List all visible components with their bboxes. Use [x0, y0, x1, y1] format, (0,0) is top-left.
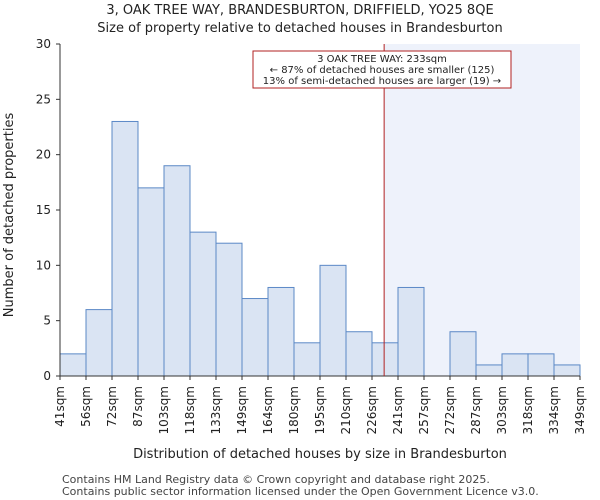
- y-tick-label: 5: [43, 314, 51, 328]
- annotation-border: [252, 50, 512, 89]
- x-tick-label: 118sqm: [183, 386, 197, 434]
- x-tick-label: 318sqm: [521, 386, 535, 434]
- footer-line-1: Contains HM Land Registry data © Crown c…: [62, 473, 490, 486]
- bar-226sqm: [371, 342, 399, 377]
- bar-210sqm: [345, 331, 373, 377]
- x-tick-label: 149sqm: [235, 386, 249, 434]
- bar-103sqm: [163, 165, 191, 377]
- bar-241sqm: [397, 286, 425, 377]
- bars: [59, 120, 581, 377]
- annotation-box: 3 OAK TREE WAY: 233sqm ← 87% of detached…: [252, 50, 512, 89]
- bar-118sqm: [189, 231, 217, 377]
- x-tick-label: 180sqm: [287, 386, 301, 434]
- annotation-title: 3 OAK TREE WAY: 233sqm: [317, 54, 447, 65]
- bar-287sqm: [475, 364, 503, 377]
- bar-87sqm: [137, 187, 165, 377]
- bar-318sqm: [527, 353, 555, 377]
- y-tick-label: 0: [43, 369, 51, 383]
- x-tick-label: 241sqm: [391, 386, 405, 434]
- bar-164sqm: [267, 286, 295, 377]
- x-tick-label: 303sqm: [495, 386, 509, 434]
- bar-334sqm: [553, 364, 581, 377]
- bar-149sqm: [241, 298, 269, 377]
- y-tick-label: 20: [36, 148, 51, 162]
- x-tick-label: 210sqm: [339, 386, 353, 434]
- bar-195sqm: [319, 264, 347, 377]
- y-ticks: 0 5 10 15 20 25 30: [36, 37, 60, 383]
- chart-subtitle: Size of property relative to detached ho…: [97, 21, 502, 36]
- y-tick-label: 15: [36, 203, 51, 217]
- bar-272sqm: [449, 331, 477, 377]
- x-tick-label: 133sqm: [209, 386, 223, 434]
- x-tick-label: 226sqm: [365, 386, 379, 434]
- y-tick-label: 25: [36, 92, 51, 106]
- y-axis-label: Number of detached properties: [2, 113, 17, 318]
- x-tick-label: 72sqm: [105, 386, 119, 427]
- x-tick-label: 103sqm: [157, 386, 171, 434]
- x-tick-label: 287sqm: [469, 386, 483, 434]
- footer-line-2: Contains public sector information licen…: [62, 485, 539, 498]
- x-tick-label: 195sqm: [313, 386, 327, 434]
- y-tick-label: 10: [36, 258, 51, 272]
- bar-180sqm: [293, 342, 321, 377]
- y-tick-label: 30: [36, 37, 51, 51]
- chart-title: 3, OAK TREE WAY, BRANDESBURTON, DRIFFIEL…: [106, 3, 493, 18]
- x-ticks: 41sqm 56sqm 72sqm 87sqm 103sqm 118sqm 133sqm 14…: [53, 376, 587, 434]
- x-tick-label: 272sqm: [443, 386, 457, 434]
- x-tick-label: 257sqm: [417, 386, 431, 434]
- annotation-line-larger: 13% of semi-detached houses are larger (…: [263, 76, 501, 87]
- bar-41sqm: [59, 353, 87, 377]
- x-tick-label: 349sqm: [573, 386, 587, 434]
- bar-303sqm: [501, 353, 529, 377]
- annotation-line-smaller: ← 87% of detached houses are smaller (12…: [270, 65, 495, 76]
- x-tick-label: 164sqm: [261, 386, 275, 434]
- bar-72sqm: [111, 120, 139, 377]
- x-tick-label: 56sqm: [79, 386, 93, 427]
- x-tick-label: 41sqm: [53, 386, 67, 427]
- x-tick-label: 87sqm: [131, 386, 145, 427]
- bar-133sqm: [215, 242, 243, 377]
- x-axis-label: Distribution of detached houses by size …: [133, 447, 507, 462]
- x-tick-label: 334sqm: [547, 386, 561, 434]
- bar-56sqm: [85, 309, 113, 377]
